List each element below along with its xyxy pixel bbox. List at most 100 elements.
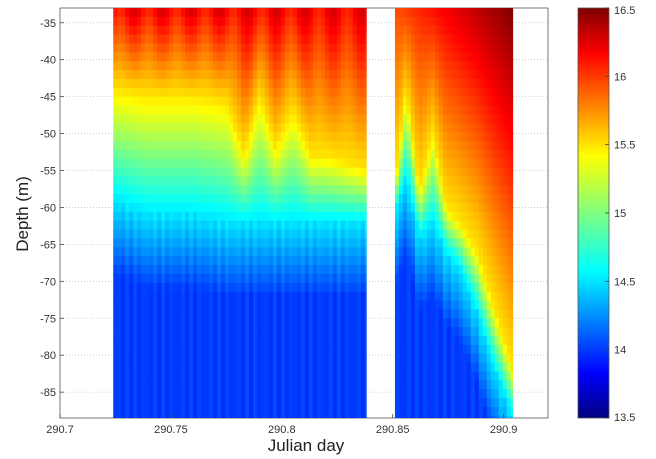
heatmap-cell: [494, 114, 500, 124]
heatmap-cell: [486, 398, 492, 408]
heatmap-cell: [276, 185, 282, 195]
heatmap-cell: [300, 43, 306, 53]
heatmap-cell: [272, 25, 278, 36]
heatmap-cell: [312, 371, 318, 381]
heatmap-cell: [494, 327, 500, 337]
heatmap-cell: [237, 194, 242, 204]
heatmap-cell: [244, 406, 250, 417]
heatmap-cell: [340, 16, 346, 27]
heatmap-cell: [292, 52, 298, 62]
heatmap-cell: [312, 176, 318, 186]
heatmap-cell: [280, 16, 286, 27]
heatmap-cell: [149, 167, 154, 178]
heatmap-cell: [394, 220, 400, 231]
heatmap-cell: [229, 300, 234, 311]
heatmap-cell: [137, 87, 142, 98]
heatmap-cell: [189, 265, 194, 275]
heatmap-cell: [189, 167, 194, 178]
heatmap-cell: [462, 398, 468, 408]
heatmap-cell: [288, 52, 294, 62]
heatmap-cell: [434, 327, 440, 337]
heatmap-cell: [157, 380, 162, 390]
heatmap-cell: [450, 78, 456, 89]
heatmap-cell: [332, 406, 338, 417]
heatmap-cell: [324, 282, 330, 293]
heatmap-cell: [292, 344, 298, 355]
heatmap-cell: [352, 247, 358, 257]
heatmap-cell: [141, 344, 146, 355]
heatmap-cell: [410, 344, 416, 355]
heatmap-cell: [181, 406, 186, 417]
heatmap-cell: [141, 380, 146, 390]
heatmap-cell: [173, 194, 178, 204]
heatmap-cell: [113, 167, 118, 178]
heatmap-cell: [248, 149, 254, 160]
heatmap-cell: [406, 282, 412, 293]
heatmap-cell: [248, 247, 254, 257]
heatmap-cell: [141, 158, 146, 169]
heatmap-cell: [510, 371, 514, 381]
heatmap-cell: [446, 256, 452, 266]
heatmap-cell: [137, 344, 142, 355]
heatmap-cell: [161, 344, 166, 355]
heatmap-cell: [418, 8, 424, 18]
heatmap-cell: [506, 132, 512, 142]
heatmap-cell: [241, 70, 246, 80]
heatmap-cell: [498, 362, 504, 373]
heatmap-cell: [418, 291, 424, 302]
heatmap-cell: [229, 327, 234, 337]
heatmap-cell: [356, 247, 362, 257]
heatmap-cell: [486, 132, 492, 142]
heatmap-cell: [117, 149, 122, 160]
heatmap-cell: [209, 167, 214, 178]
heatmap-cell: [402, 140, 408, 151]
heatmap-cell: [177, 265, 182, 275]
heatmap-cell: [356, 229, 362, 240]
heatmap-cell: [280, 247, 286, 257]
heatmap-cell: [498, 114, 504, 124]
heatmap-cell: [292, 282, 298, 293]
heatmap-cell: [113, 398, 118, 408]
heatmap-cell: [312, 309, 318, 319]
heatmap-cell: [394, 114, 400, 124]
heatmap-cell: [340, 176, 346, 186]
heatmap-cell: [233, 132, 238, 142]
heatmap-cell: [308, 158, 314, 169]
heatmap-cell: [260, 309, 266, 319]
heatmap-cell: [177, 344, 182, 355]
heatmap-cell: [470, 380, 476, 390]
heatmap-cell: [185, 167, 190, 178]
heatmap-cell: [225, 371, 230, 381]
heatmap-cell: [402, 176, 408, 186]
heatmap-cell: [272, 371, 278, 381]
heatmap-cell: [498, 389, 504, 399]
heatmap-cell: [189, 61, 194, 71]
heatmap-cell: [300, 318, 306, 328]
heatmap-cell: [225, 16, 230, 27]
heatmap-cell: [360, 96, 366, 107]
heatmap-cell: [197, 167, 202, 178]
heatmap-cell: [189, 105, 194, 115]
heatmap-cell: [244, 389, 250, 399]
heatmap-cell: [173, 114, 178, 124]
heatmap-cell: [410, 34, 416, 45]
heatmap-cell: [121, 300, 126, 311]
heatmap-cell: [177, 273, 182, 284]
heatmap-cell: [264, 203, 270, 213]
heatmap-cell: [458, 43, 464, 53]
heatmap-cell: [268, 132, 274, 142]
heatmap-cell: [173, 398, 178, 408]
heatmap-cell: [490, 229, 496, 240]
heatmap-cell: [328, 362, 334, 373]
heatmap-cell: [328, 43, 334, 53]
heatmap-cell: [256, 114, 262, 124]
heatmap-cell: [185, 123, 190, 133]
heatmap-cell: [316, 265, 322, 275]
heatmap-cell: [410, 52, 416, 62]
heatmap-cell: [268, 220, 274, 231]
heatmap-cell: [442, 247, 448, 257]
heatmap-cell: [328, 87, 334, 98]
heatmap-cell: [418, 389, 424, 399]
heatmap-cell: [308, 406, 314, 417]
heatmap-cell: [145, 291, 150, 302]
